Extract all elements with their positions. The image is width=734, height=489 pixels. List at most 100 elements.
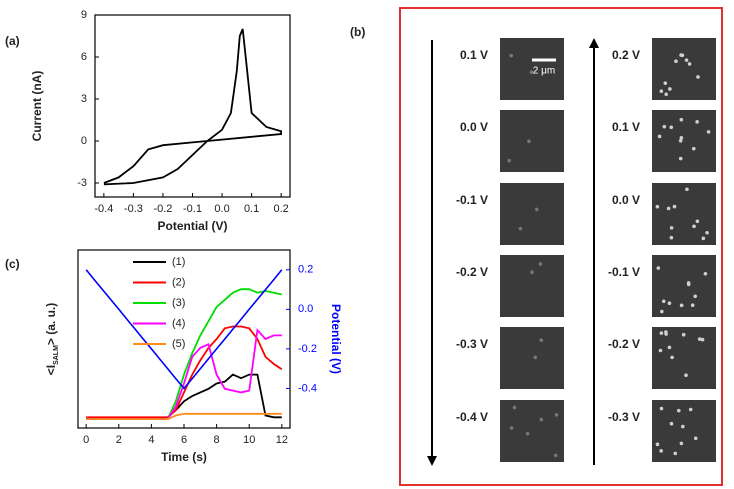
y2-axis-label: Potential (V) xyxy=(329,304,343,374)
spot xyxy=(535,207,539,212)
spot xyxy=(669,421,674,426)
y2-tick-label: -0.2 xyxy=(298,343,317,355)
micrograph xyxy=(500,110,564,172)
y-axis-label: Current (nA) xyxy=(30,71,44,142)
spot xyxy=(657,134,662,139)
spot xyxy=(674,59,678,64)
potential-label: -0.1 V xyxy=(608,265,640,279)
spot xyxy=(661,299,666,304)
plot-frame xyxy=(94,14,291,198)
panel-label: (b) xyxy=(350,25,365,39)
spot xyxy=(670,355,674,360)
spot xyxy=(507,158,512,163)
y2-tick-label: 0.2 xyxy=(298,264,313,276)
x-tick-label: 0.1 xyxy=(244,203,259,215)
arrow-head xyxy=(589,38,599,48)
spot xyxy=(688,407,693,412)
x-tick-label: 6 xyxy=(181,434,187,446)
spot xyxy=(659,406,664,411)
x-tick-label: -0.3 xyxy=(124,203,143,215)
potential-label: -0.4 V xyxy=(456,410,488,424)
spot xyxy=(554,413,559,417)
y-axis-label: <ISALM> (a. u.) xyxy=(44,303,60,376)
spot xyxy=(667,345,672,350)
panel-label: (c) xyxy=(5,257,20,271)
potential-label: 0.0 V xyxy=(612,193,640,207)
spot xyxy=(693,436,698,441)
micrograph xyxy=(500,255,564,317)
potential-label: -0.2 V xyxy=(608,337,640,351)
y-tick-label: -3 xyxy=(77,177,87,189)
micrograph xyxy=(652,183,716,245)
x-tick-label: 12 xyxy=(276,434,288,446)
y2-tick-label: 0.0 xyxy=(298,303,313,315)
spot xyxy=(703,271,708,276)
spot xyxy=(538,262,543,266)
micrograph xyxy=(652,255,716,317)
micrograph xyxy=(652,38,716,100)
spot xyxy=(655,204,660,209)
potential-label: -0.3 V xyxy=(456,337,488,351)
x-axis-label: Time (s) xyxy=(161,450,207,464)
panel-b-frame xyxy=(399,7,723,486)
spot xyxy=(660,309,664,314)
spot xyxy=(679,117,684,122)
legend-label: (2) xyxy=(172,276,185,288)
spot xyxy=(669,235,674,240)
spot xyxy=(681,424,685,429)
spot xyxy=(701,236,706,241)
spot xyxy=(697,337,702,341)
y-tick-label: 0 xyxy=(81,135,87,147)
spot xyxy=(687,62,692,66)
spot xyxy=(666,206,671,211)
spot xyxy=(695,219,700,224)
y-label-sub: SALM xyxy=(53,345,60,365)
potential-label: 0.1 V xyxy=(612,120,640,134)
spot xyxy=(679,136,684,140)
x-tick-label: 4 xyxy=(148,434,154,446)
spot xyxy=(553,453,558,458)
spot xyxy=(696,75,700,79)
spot xyxy=(690,303,695,308)
spot xyxy=(706,130,711,134)
spot xyxy=(533,355,538,360)
spot xyxy=(692,224,696,229)
spot xyxy=(530,270,534,275)
spot xyxy=(659,449,663,453)
spot xyxy=(685,187,689,192)
spot xyxy=(678,156,683,161)
data-line xyxy=(86,325,283,419)
x-tick-label: -0.2 xyxy=(153,203,172,215)
x-tick-label: -0.4 xyxy=(94,203,113,215)
potential-label: 0.0 V xyxy=(460,120,488,134)
data-line xyxy=(103,28,282,186)
y-label-part: > (a. u.) xyxy=(44,303,58,345)
y-tick-label: 9 xyxy=(81,9,87,21)
spot xyxy=(529,70,534,74)
legend-label: (4) xyxy=(172,317,185,329)
spot xyxy=(672,204,677,209)
spot xyxy=(509,426,514,430)
spot xyxy=(539,338,544,343)
y-tick-label: 6 xyxy=(81,51,87,63)
spot xyxy=(656,266,661,270)
spot xyxy=(667,301,672,305)
spot xyxy=(668,87,672,91)
data-line xyxy=(85,269,283,390)
spot xyxy=(705,230,709,235)
spot xyxy=(700,337,705,342)
spot xyxy=(684,58,689,62)
micrograph xyxy=(652,327,716,389)
x-tick-label: 8 xyxy=(214,434,220,446)
legend-label: (5) xyxy=(172,338,185,350)
micrograph xyxy=(500,183,564,245)
panel-label: (a) xyxy=(5,34,20,48)
spot xyxy=(658,348,663,353)
scale-bar-label: 2 μm xyxy=(533,66,555,77)
legend-label: (3) xyxy=(172,297,185,309)
x-tick-label: 0.2 xyxy=(273,203,288,215)
y2-tick-label: -0.4 xyxy=(298,382,317,394)
spot xyxy=(509,53,514,58)
spot xyxy=(539,417,544,422)
